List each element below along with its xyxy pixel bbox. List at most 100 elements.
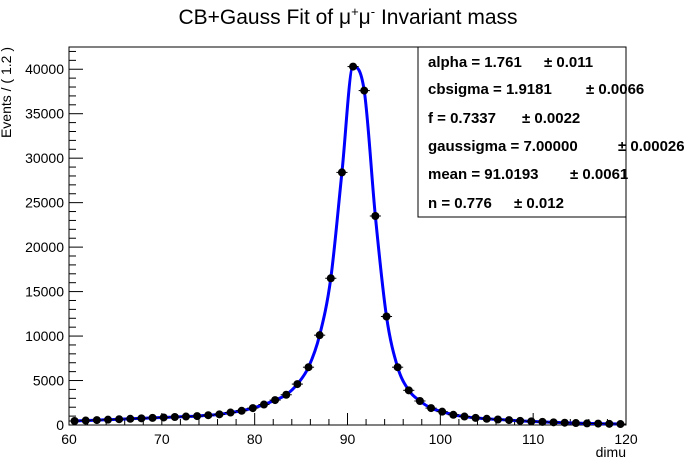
data-point	[247, 404, 259, 413]
data-point	[358, 86, 370, 95]
data-point	[135, 414, 147, 423]
data-marker	[560, 418, 569, 427]
x-tick-label: 80	[247, 431, 263, 447]
data-point	[158, 413, 170, 422]
data-point	[169, 412, 181, 421]
data-marker	[92, 416, 101, 425]
data-point	[425, 404, 437, 413]
data-point	[392, 363, 404, 372]
data-point	[280, 390, 292, 399]
data-marker	[360, 86, 369, 95]
y-tick-label: 30000	[25, 150, 64, 166]
data-marker	[571, 419, 580, 428]
data-marker	[326, 274, 335, 283]
data-marker	[382, 312, 391, 321]
data-point	[291, 380, 303, 389]
data-marker	[282, 390, 291, 399]
data-point	[146, 413, 159, 422]
data-marker	[70, 416, 79, 425]
data-point	[213, 410, 225, 419]
data-marker	[148, 413, 157, 422]
x-tick-label: 90	[340, 431, 356, 447]
data-point	[69, 416, 81, 425]
data-marker	[315, 331, 324, 340]
x-axis: 60 70 80 90 100 110 120	[61, 413, 638, 447]
x-tick-label: 100	[429, 431, 453, 447]
data-marker	[293, 380, 302, 389]
stats-box-frame	[417, 46, 627, 218]
data-marker	[438, 407, 447, 416]
data-marker	[215, 410, 224, 419]
stats-mean-label: mean = 91.0193	[428, 166, 539, 183]
title-mid: μ	[359, 6, 371, 29]
data-point	[102, 415, 114, 424]
title-tail: Invariant mass	[375, 6, 517, 29]
data-marker	[549, 418, 558, 427]
data-marker	[237, 406, 246, 415]
data-marker	[204, 411, 213, 420]
data-marker	[505, 416, 514, 425]
data-marker	[415, 396, 424, 405]
data-point	[336, 168, 348, 177]
data-marker	[583, 419, 592, 428]
data-point	[191, 412, 203, 421]
data-point	[525, 417, 537, 426]
data-point	[458, 412, 471, 421]
x-tick-label: 60	[61, 431, 77, 447]
data-point	[91, 416, 103, 425]
y-tick-label: 20000	[25, 239, 64, 255]
data-points	[69, 62, 626, 429]
stats-alpha-error: ± 0.011	[544, 54, 593, 71]
data-point	[503, 416, 515, 425]
y-axis: 0 5000 10000 15000 20000 25000 30000 35000 40000	[25, 50, 83, 433]
data-point	[559, 418, 571, 427]
stats-gaussigma-error: ± 0.00026	[618, 138, 685, 155]
data-marker	[427, 404, 436, 413]
data-marker	[159, 413, 168, 422]
title-sup2: -	[371, 4, 375, 19]
data-marker	[181, 412, 190, 421]
y-tick-label: 0	[56, 417, 64, 433]
data-point	[447, 410, 459, 419]
title-sup1: +	[351, 4, 359, 19]
data-marker	[115, 415, 124, 424]
data-marker	[393, 363, 402, 372]
data-point	[369, 211, 381, 220]
data-marker	[516, 416, 525, 425]
data-point	[202, 411, 214, 420]
data-point	[581, 419, 593, 428]
data-point	[514, 416, 526, 425]
stats-f-label: f = 0.7337	[428, 110, 496, 127]
data-marker	[371, 211, 380, 220]
data-point	[570, 419, 582, 428]
data-point	[124, 414, 136, 423]
stats-f-error: ± 0.0022	[522, 110, 580, 127]
data-marker	[527, 417, 536, 426]
data-point	[314, 331, 326, 340]
y-tick-label: 10000	[25, 328, 64, 344]
y-tick-label: 5000	[33, 373, 64, 389]
data-point	[302, 363, 315, 372]
data-point	[269, 396, 281, 405]
data-point	[180, 412, 192, 421]
data-marker	[137, 414, 146, 423]
data-point	[380, 312, 393, 321]
data-marker	[193, 412, 202, 421]
data-marker	[449, 410, 458, 419]
data-marker	[538, 417, 547, 426]
data-marker	[460, 412, 469, 421]
x-tick-label: 70	[154, 431, 170, 447]
x-tick-label: 110	[522, 431, 545, 447]
data-marker	[471, 413, 480, 422]
data-marker	[271, 396, 280, 405]
data-marker	[605, 419, 614, 428]
data-marker	[482, 414, 491, 423]
y-tick-label: 25000	[25, 195, 64, 211]
data-marker	[170, 412, 179, 421]
data-marker	[248, 404, 257, 413]
data-marker	[337, 168, 346, 177]
data-marker	[126, 414, 135, 423]
stats-cbsigma-error: ± 0.0066	[586, 81, 644, 98]
y-tick-label: 35000	[25, 106, 64, 122]
